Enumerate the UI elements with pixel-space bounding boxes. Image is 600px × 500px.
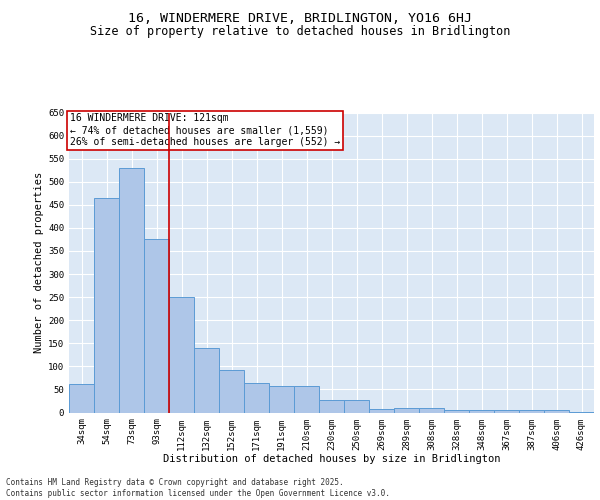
Bar bbox=[319, 400, 344, 412]
Bar bbox=[344, 400, 369, 412]
Bar bbox=[519, 410, 544, 412]
Bar bbox=[469, 410, 494, 412]
Bar bbox=[369, 409, 394, 412]
X-axis label: Distribution of detached houses by size in Bridlington: Distribution of detached houses by size … bbox=[163, 454, 500, 464]
Bar bbox=[244, 384, 269, 412]
Y-axis label: Number of detached properties: Number of detached properties bbox=[34, 172, 44, 353]
Bar bbox=[444, 410, 469, 412]
Bar bbox=[419, 408, 444, 412]
Bar bbox=[69, 384, 94, 412]
Text: Contains HM Land Registry data © Crown copyright and database right 2025.
Contai: Contains HM Land Registry data © Crown c… bbox=[6, 478, 390, 498]
Text: 16, WINDERMERE DRIVE, BRIDLINGTON, YO16 6HJ: 16, WINDERMERE DRIVE, BRIDLINGTON, YO16 … bbox=[128, 12, 472, 26]
Text: Size of property relative to detached houses in Bridlington: Size of property relative to detached ho… bbox=[90, 25, 510, 38]
Bar bbox=[144, 240, 169, 412]
Bar bbox=[494, 410, 519, 412]
Bar bbox=[294, 386, 319, 412]
Text: 16 WINDERMERE DRIVE: 121sqm
← 74% of detached houses are smaller (1,559)
26% of : 16 WINDERMERE DRIVE: 121sqm ← 74% of det… bbox=[70, 114, 341, 146]
Bar bbox=[544, 410, 569, 412]
Bar bbox=[269, 386, 294, 412]
Bar bbox=[94, 198, 119, 412]
Bar bbox=[194, 348, 219, 412]
Bar bbox=[119, 168, 144, 412]
Bar bbox=[394, 408, 419, 412]
Bar bbox=[169, 297, 194, 412]
Bar bbox=[219, 370, 244, 412]
